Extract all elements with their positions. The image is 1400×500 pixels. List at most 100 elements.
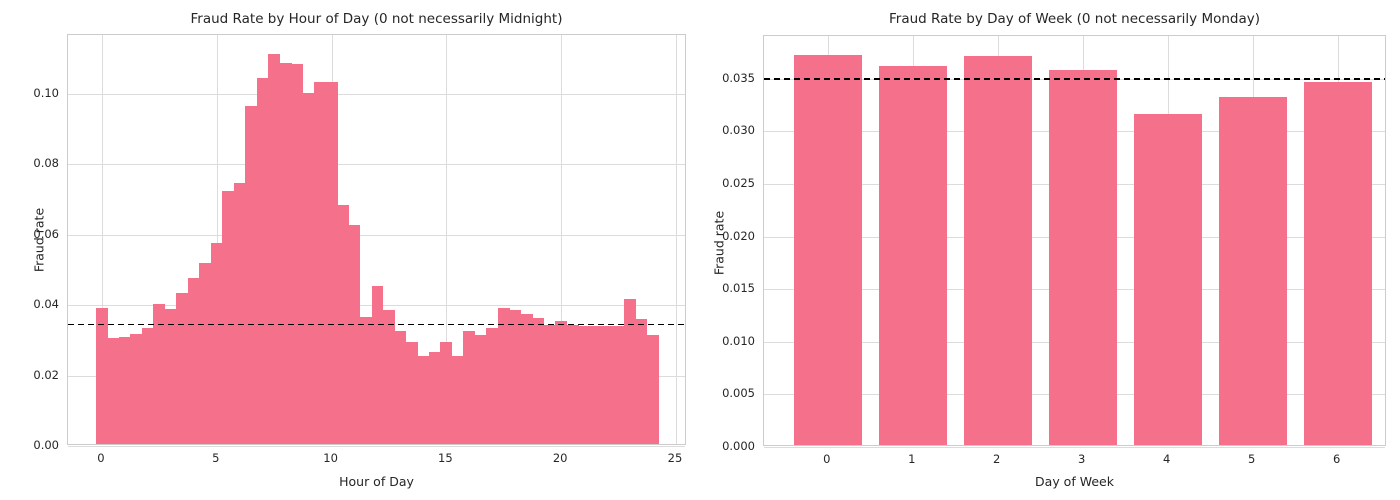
y-tick-label: 0.02 bbox=[33, 367, 59, 382]
histogram-bar bbox=[233, 183, 246, 444]
x-tick-label: 25 bbox=[667, 451, 683, 465]
x-tick-label: 4 bbox=[1163, 452, 1171, 466]
histogram-bar bbox=[222, 191, 235, 444]
histogram-bar bbox=[210, 243, 223, 444]
histogram-bar bbox=[624, 298, 636, 444]
x-tick-label: 15 bbox=[438, 451, 453, 465]
h-gridline bbox=[764, 447, 1385, 448]
reference-dashed-line bbox=[68, 323, 685, 326]
histogram-bar bbox=[520, 314, 533, 444]
v-gridline bbox=[216, 35, 218, 444]
histogram-bar bbox=[279, 62, 292, 444]
bar bbox=[1303, 81, 1372, 445]
x-tick-label: 5 bbox=[212, 451, 220, 465]
histogram-bar bbox=[474, 334, 487, 444]
x-tick-label: 10 bbox=[323, 451, 338, 465]
histogram-bar bbox=[566, 324, 579, 444]
y-tick-label: 0.035 bbox=[722, 70, 755, 85]
histogram-bar bbox=[463, 331, 476, 444]
histogram-bar bbox=[612, 326, 625, 444]
y-tick-label: 0.00 bbox=[33, 438, 59, 452]
histogram-bar bbox=[647, 334, 659, 444]
histogram-bar bbox=[325, 81, 338, 444]
bar bbox=[878, 66, 947, 445]
histogram-bar bbox=[555, 321, 568, 444]
h-gridline bbox=[68, 164, 685, 166]
histogram-bar bbox=[578, 326, 591, 444]
x-tick-label: 0 bbox=[823, 452, 831, 466]
histogram-bar bbox=[107, 338, 120, 444]
histogram-bar bbox=[199, 262, 212, 444]
plot-area-hourly bbox=[67, 34, 686, 447]
histogram-bar bbox=[589, 326, 602, 444]
histogram-bar bbox=[509, 310, 522, 444]
bar bbox=[1218, 96, 1287, 445]
bar bbox=[793, 54, 862, 445]
histogram-bar bbox=[141, 327, 154, 444]
y-tick-label: 0.10 bbox=[33, 85, 59, 100]
v-gridline bbox=[675, 35, 677, 444]
v-gridline bbox=[561, 35, 563, 444]
histogram-bar bbox=[348, 224, 361, 444]
histogram-bar bbox=[245, 105, 258, 444]
histogram-bar bbox=[371, 285, 384, 444]
histogram-bar bbox=[601, 326, 614, 444]
histogram-bar bbox=[440, 341, 453, 444]
plot-area-weekday bbox=[763, 35, 1386, 448]
x-tick-label: 6 bbox=[1333, 452, 1341, 466]
bar bbox=[1048, 70, 1117, 445]
v-gridline bbox=[101, 35, 103, 444]
x-axis-label-weekday: Day of Week bbox=[1035, 474, 1114, 489]
histogram-bar bbox=[302, 92, 315, 444]
histogram-bar bbox=[314, 81, 327, 444]
histogram-bar bbox=[497, 308, 510, 444]
histogram-bar bbox=[119, 336, 131, 444]
y-tick-label: 0.000 bbox=[722, 439, 755, 453]
y-tick-label: 0.030 bbox=[722, 123, 755, 138]
y-tick-label: 0.015 bbox=[722, 281, 755, 296]
y-tick-label: 0.005 bbox=[722, 386, 755, 401]
histogram-bar bbox=[256, 77, 269, 444]
histogram-bar bbox=[532, 317, 545, 444]
y-axis-label-weekday: Fraud rate bbox=[711, 210, 727, 276]
reference-dashed-line bbox=[764, 77, 1385, 80]
histogram-bar bbox=[153, 303, 166, 444]
histogram-bar bbox=[486, 327, 499, 444]
histogram-bar bbox=[291, 63, 304, 444]
x-tick-label: 3 bbox=[1078, 452, 1086, 466]
histogram-bar bbox=[360, 317, 372, 444]
histogram-bar bbox=[268, 53, 281, 444]
bar bbox=[963, 55, 1032, 445]
y-tick-label: 0.08 bbox=[33, 156, 59, 171]
histogram-bar bbox=[543, 324, 556, 444]
x-tick-label: 20 bbox=[552, 451, 568, 465]
y-tick-label: 0.020 bbox=[722, 228, 755, 243]
histogram-bar bbox=[164, 309, 177, 444]
histogram-bar bbox=[428, 352, 441, 444]
x-tick-label: 0 bbox=[97, 451, 105, 465]
h-gridline bbox=[68, 93, 685, 95]
histogram-bar bbox=[635, 318, 648, 444]
histogram-bar bbox=[417, 355, 430, 444]
h-gridline bbox=[68, 234, 685, 236]
histogram-bar bbox=[383, 310, 395, 444]
histogram-bar bbox=[405, 341, 418, 444]
v-gridline bbox=[446, 35, 448, 444]
x-tick-label: 2 bbox=[993, 452, 1001, 466]
bar bbox=[1133, 113, 1202, 445]
chart-title-hourly: Fraud Rate by Hour of Day (0 not necessa… bbox=[190, 11, 563, 27]
x-axis-label-hourly: Hour of Day bbox=[339, 474, 414, 489]
y-tick-label: 0.06 bbox=[33, 226, 59, 241]
histogram-bar bbox=[176, 292, 189, 444]
x-tick-label: 5 bbox=[1248, 452, 1256, 466]
y-tick-label: 0.025 bbox=[722, 175, 755, 190]
histogram-bar bbox=[394, 331, 407, 444]
y-tick-label: 0.04 bbox=[33, 297, 59, 312]
histogram-bar bbox=[130, 334, 143, 444]
histogram-bar bbox=[187, 278, 200, 444]
chart-title-weekday: Fraud Rate by Day of Week (0 not necessa… bbox=[888, 11, 1261, 27]
x-tick-label: 1 bbox=[908, 452, 916, 466]
h-gridline bbox=[68, 446, 685, 447]
histogram-bar bbox=[451, 355, 464, 444]
